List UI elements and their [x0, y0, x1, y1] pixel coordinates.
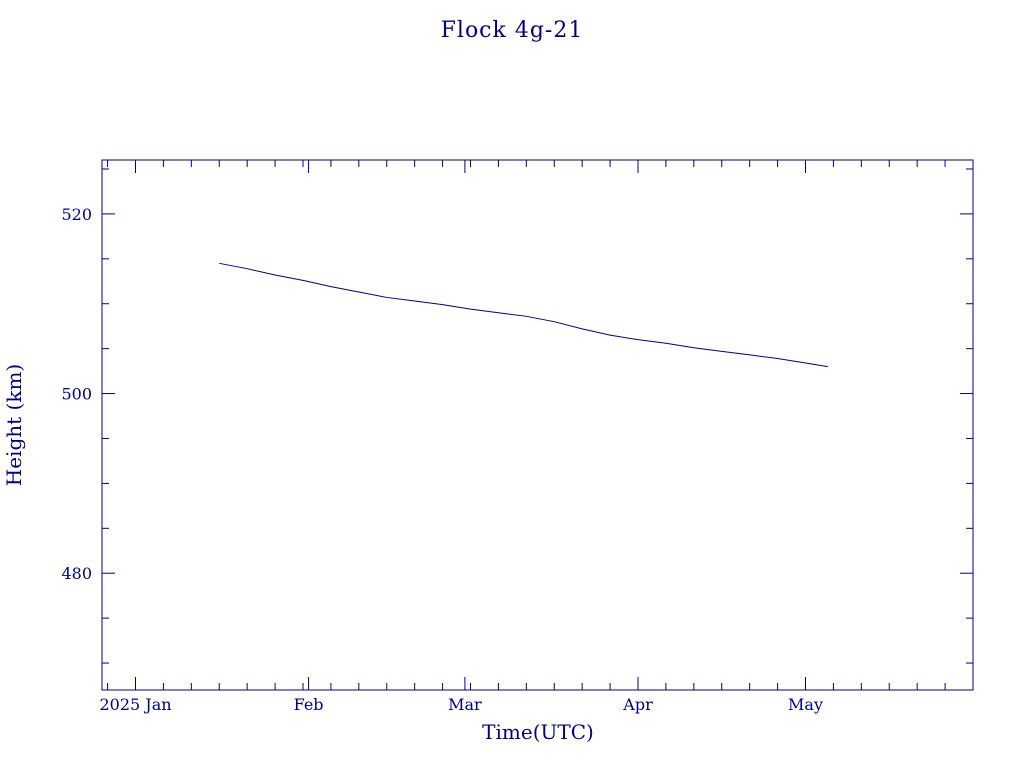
x-tick-label: Apr	[622, 695, 653, 714]
series-layer	[219, 262, 828, 368]
chart-title: Flock 4g-21	[441, 18, 584, 43]
y-tick-label: 500	[61, 385, 92, 404]
x-tick-label: May	[788, 695, 823, 714]
x-axis-title: Time(UTC)	[482, 720, 594, 744]
x-tick-label: 2025 Jan	[99, 695, 171, 714]
y-tick-label: 480	[61, 564, 92, 583]
y-axis-title: Height (km)	[2, 364, 26, 486]
series-line-0	[219, 262, 828, 368]
x-tick-label: Feb	[294, 695, 324, 714]
x-axis-ticks: 2025 Jan Feb Mar Apr May	[99, 160, 974, 714]
y-tick-label: 520	[61, 205, 92, 224]
plot-frame	[101, 159, 974, 691]
y-axis-ticks: 480 500 520	[61, 168, 973, 664]
x-tick-label: Mar	[448, 695, 482, 714]
